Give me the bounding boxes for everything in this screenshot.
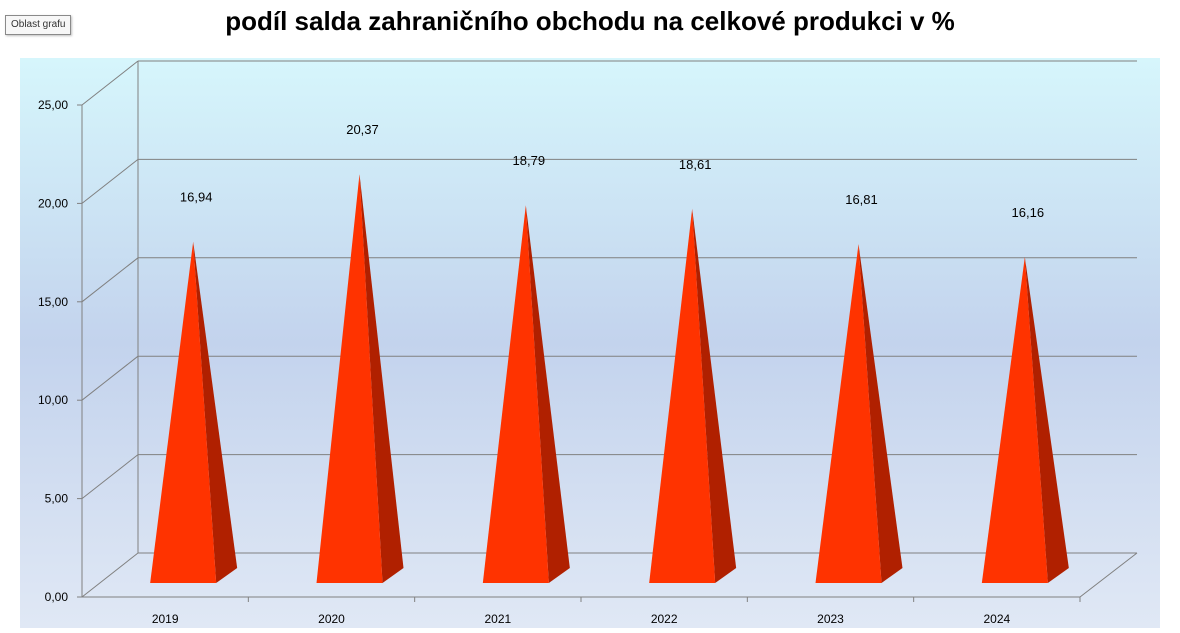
data-label: 16,16: [1012, 205, 1045, 220]
bar: [649, 208, 716, 584]
x-tick-label: 2024: [983, 612, 1010, 626]
bar: [482, 205, 549, 583]
x-tick-label: 2020: [318, 612, 345, 626]
x-tick-label: 2023: [817, 612, 844, 626]
data-label: 18,61: [679, 157, 712, 172]
y-tick-label: 5,00: [45, 492, 69, 506]
bar-side: [525, 205, 570, 583]
bar-side: [359, 174, 404, 583]
gridline-diagonal: [81, 60, 139, 106]
y-axis-ticks: 0,00 5,00 10,00 15,00 20,00 25,00: [38, 98, 82, 604]
bar-side: [193, 241, 238, 584]
bar-side: [858, 244, 903, 583]
gridline-diagonal: [81, 159, 139, 204]
bar-side: [1024, 256, 1069, 583]
y-tick-label: 0,00: [45, 590, 69, 604]
x-axis-ticks: 2019 2020 2021 2022 2023 2024: [152, 597, 1081, 626]
bars: [150, 174, 1069, 584]
bar: [981, 256, 1048, 583]
data-label: 16,94: [180, 190, 213, 205]
gridlines: [81, 60, 1137, 598]
gridline-diagonal: [81, 454, 139, 499]
y-tick-label: 10,00: [38, 393, 68, 407]
bar: [815, 244, 882, 583]
data-label: 20,37: [346, 122, 379, 137]
bar: [150, 241, 217, 584]
data-label: 18,79: [513, 153, 546, 168]
chart-title: podíl salda zahraničního obchodu na celk…: [225, 6, 955, 36]
y-tick-label: 15,00: [38, 295, 68, 309]
chart-area-tooltip: Oblast grafu: [5, 15, 72, 35]
gridline-diagonal: [81, 552, 139, 598]
x-tick-label: 2022: [651, 612, 678, 626]
y-tick-label: 25,00: [38, 98, 68, 112]
bar-side: [692, 208, 737, 584]
data-label: 16,81: [845, 192, 878, 207]
gridline-diagonal: [81, 355, 139, 401]
floor-right-edge: [1079, 552, 1138, 598]
bar: [316, 174, 383, 583]
x-tick-label: 2019: [152, 612, 179, 626]
gridline-diagonal: [81, 257, 139, 303]
data-labels: 16,94 20,37 18,79 18,61 16,81 16,16: [180, 122, 1044, 220]
y-tick-label: 20,00: [38, 196, 68, 210]
x-tick-label: 2021: [484, 612, 511, 626]
